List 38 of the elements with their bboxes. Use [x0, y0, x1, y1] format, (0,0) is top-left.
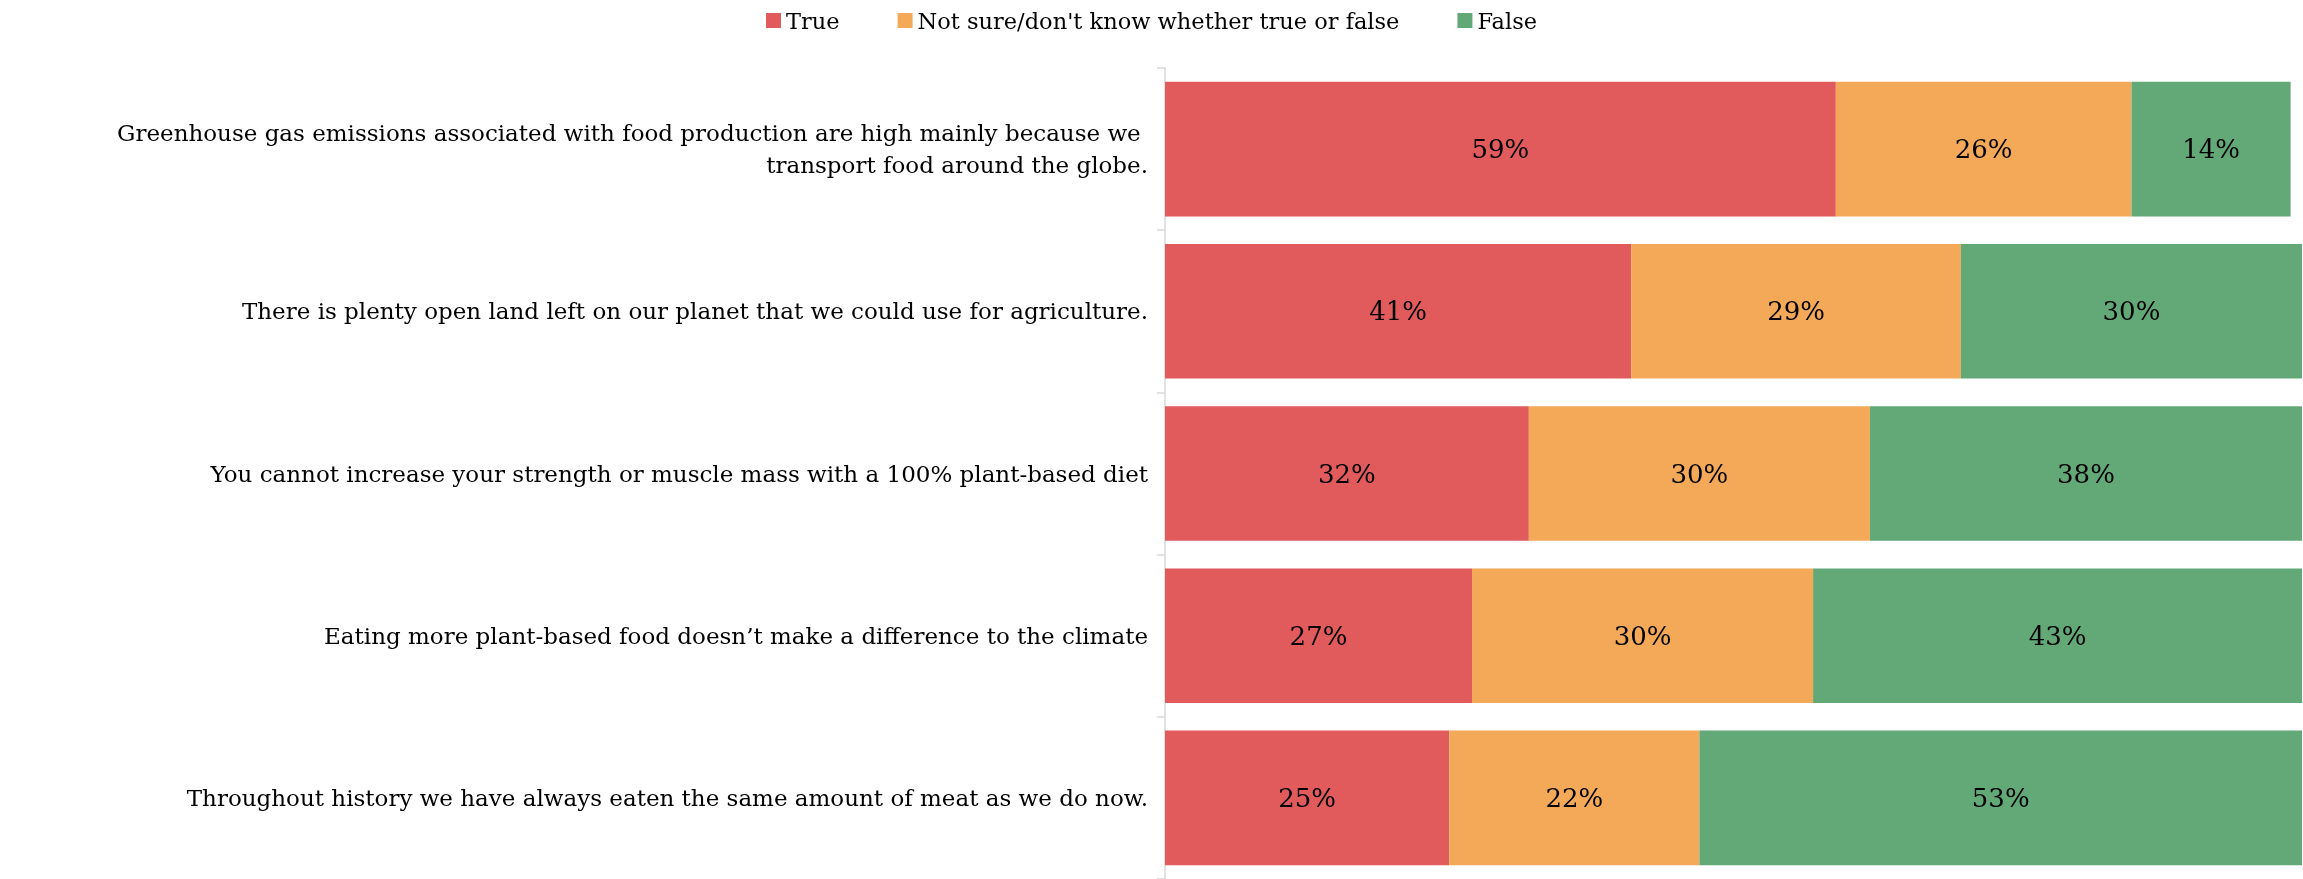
y-tick-label: Eating more plant-based food doesn’t make a difference to the climate — [324, 622, 1148, 649]
bar — [1449, 730, 1700, 866]
legend-label: False — [1477, 7, 1537, 34]
bar — [1165, 568, 1472, 704]
data-label: 30% — [2102, 296, 2161, 327]
data-label: 38% — [2057, 458, 2115, 489]
bar — [1699, 730, 2302, 866]
y-tick-label: There is plenty open land left on our planet that we could use for agriculture. — [241, 298, 1148, 325]
data-label: 30% — [1613, 620, 1672, 651]
bar — [1165, 243, 1632, 379]
bar — [2131, 81, 2291, 217]
bar — [1165, 730, 1450, 866]
data-label: 59% — [1471, 134, 1530, 165]
bar — [1528, 406, 1870, 541]
bar — [1813, 568, 2302, 704]
data-label: 43% — [2028, 620, 2087, 651]
legend-label: True — [786, 7, 840, 34]
data-label: 27% — [1289, 620, 1348, 651]
y-tick-label: Greenhouse gas emissions associated with food production are high mainly because we transport food around the globe. — [117, 120, 1148, 179]
legend-label: Not sure/don't know whether true or false — [917, 7, 1400, 34]
data-label: 22% — [1545, 782, 1604, 813]
data-label: 41% — [1369, 296, 1427, 327]
bar — [1631, 243, 1961, 379]
bar — [1165, 406, 1529, 541]
data-label: 29% — [1767, 296, 1825, 327]
data-label: 30% — [1670, 458, 1729, 489]
bar — [1869, 406, 2302, 541]
data-label: 25% — [1278, 782, 1337, 813]
bar — [1471, 568, 1814, 704]
data-label: 32% — [1318, 458, 1376, 489]
y-tick-label: Throughout history we have always eaten the same amount of meat as we do now. — [186, 784, 1148, 811]
bar — [1165, 81, 1836, 217]
data-label: 53% — [1971, 782, 2030, 813]
bar — [1960, 243, 2302, 379]
data-label: 14% — [2182, 134, 2240, 165]
bar — [1835, 81, 2132, 217]
y-tick-label: You cannot increase your strength or muscle mass with a 100% plant-based diet — [209, 460, 1149, 487]
data-label: 26% — [1954, 134, 2013, 165]
